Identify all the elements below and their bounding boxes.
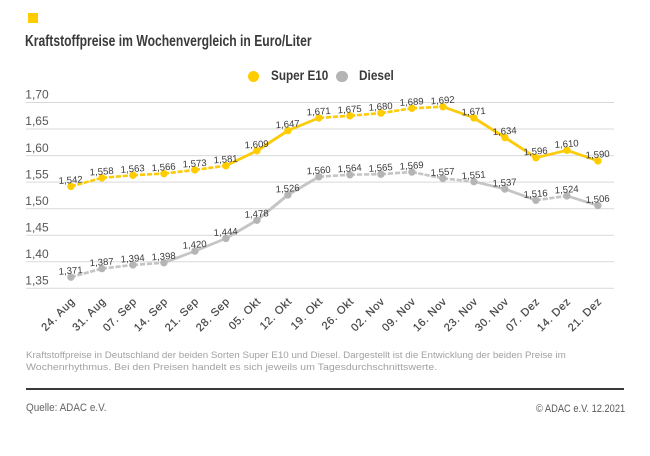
svg-text:1,671: 1,671	[306, 106, 331, 119]
svg-text:1,634: 1,634	[492, 125, 517, 138]
svg-text:1,596: 1,596	[523, 146, 548, 159]
svg-text:1,590: 1,590	[585, 149, 610, 162]
svg-text:1,647: 1,647	[275, 119, 300, 132]
svg-text:1,680: 1,680	[368, 101, 393, 114]
svg-text:05. Okt: 05. Okt	[227, 296, 264, 333]
svg-text:1,563: 1,563	[120, 163, 145, 176]
svg-text:1,609: 1,609	[244, 139, 269, 152]
svg-text:21. Dez: 21. Dez	[566, 296, 605, 335]
svg-text:1,35: 1,35	[25, 274, 49, 288]
svg-text:1,569: 1,569	[399, 160, 424, 173]
svg-text:1,537: 1,537	[492, 177, 517, 190]
svg-text:1,444: 1,444	[213, 226, 238, 239]
svg-text:1,564: 1,564	[337, 163, 362, 176]
svg-text:1,60: 1,60	[25, 141, 49, 155]
svg-text:1,65: 1,65	[25, 114, 49, 128]
svg-text:1,560: 1,560	[306, 165, 331, 178]
svg-text:1,50: 1,50	[25, 194, 49, 208]
svg-text:1,516: 1,516	[523, 188, 548, 201]
svg-text:1,371: 1,371	[58, 265, 83, 278]
svg-text:1,551: 1,551	[461, 170, 486, 183]
svg-text:1,558: 1,558	[89, 166, 114, 179]
svg-text:1,692: 1,692	[430, 95, 455, 108]
svg-text:1,689: 1,689	[399, 96, 424, 109]
svg-text:1,70: 1,70	[25, 88, 49, 102]
svg-text:1,542: 1,542	[58, 174, 83, 187]
svg-text:1,40: 1,40	[25, 247, 49, 261]
svg-text:1,420: 1,420	[182, 239, 207, 252]
svg-text:1,566: 1,566	[151, 162, 176, 175]
svg-text:1,671: 1,671	[461, 106, 486, 119]
svg-text:1,675: 1,675	[337, 104, 362, 117]
svg-text:1,45: 1,45	[25, 220, 49, 234]
svg-text:1,581: 1,581	[213, 154, 238, 167]
svg-text:1,610: 1,610	[554, 138, 579, 151]
svg-text:19. Okt: 19. Okt	[289, 296, 326, 333]
svg-text:1,478: 1,478	[244, 208, 269, 221]
svg-text:1,526: 1,526	[275, 183, 300, 196]
svg-text:1,573: 1,573	[182, 158, 207, 171]
svg-text:1,387: 1,387	[89, 257, 114, 270]
svg-text:1,394: 1,394	[120, 253, 145, 266]
svg-text:1,55: 1,55	[25, 167, 49, 181]
svg-text:12. Okt: 12. Okt	[258, 296, 295, 333]
svg-text:1,557: 1,557	[430, 166, 455, 179]
svg-text:1,398: 1,398	[151, 251, 176, 264]
svg-text:1,506: 1,506	[585, 193, 610, 206]
svg-text:1,565: 1,565	[368, 162, 393, 175]
svg-text:28. Sep: 28. Sep	[194, 296, 233, 335]
svg-text:1,524: 1,524	[554, 184, 579, 197]
